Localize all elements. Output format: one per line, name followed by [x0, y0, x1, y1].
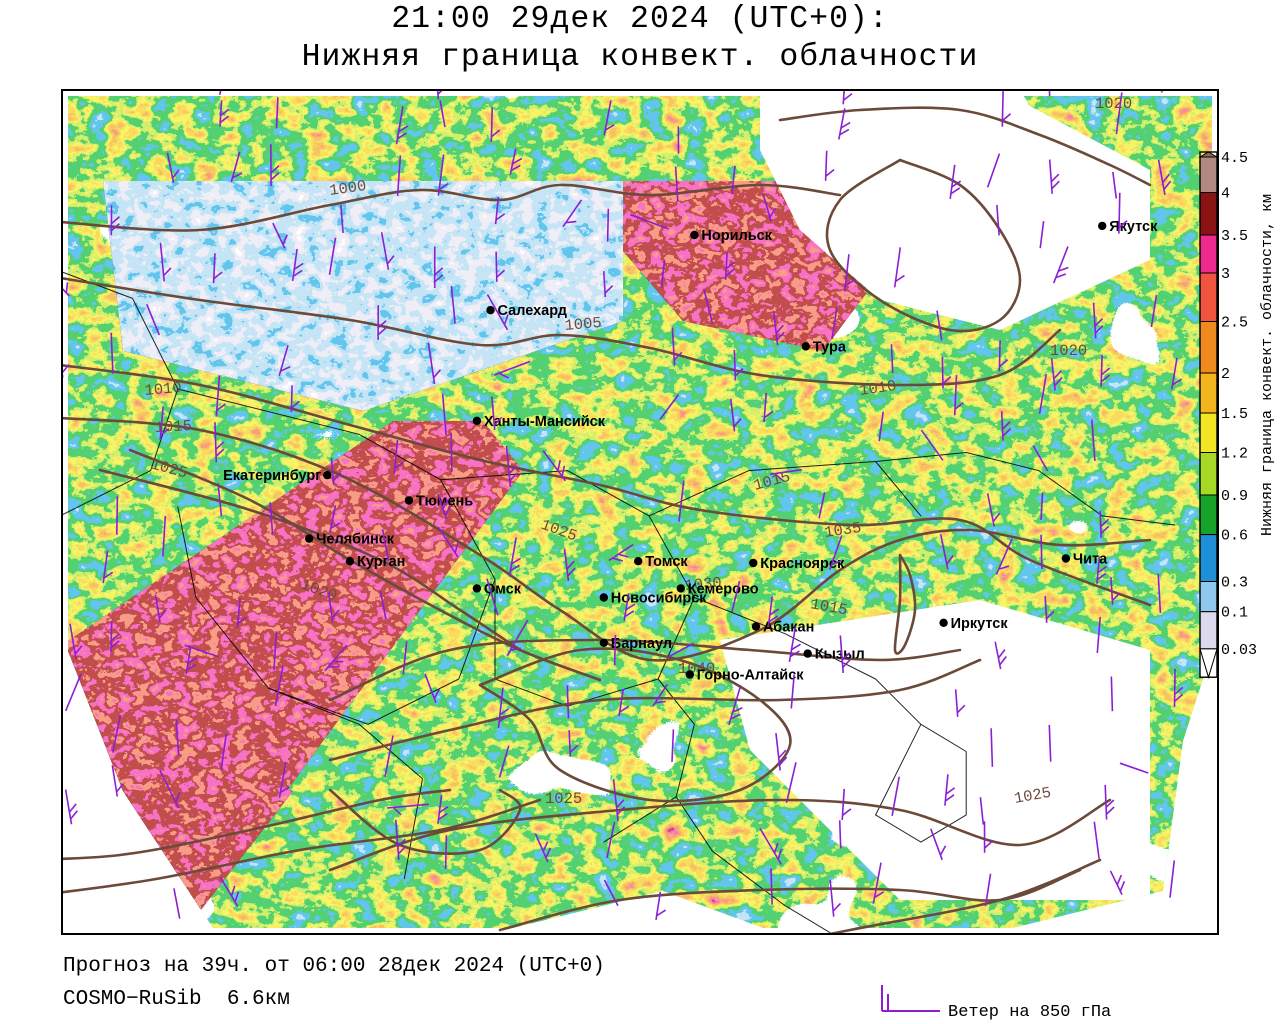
svg-text:2: 2: [1221, 366, 1230, 383]
svg-text:Тура: Тура: [813, 339, 847, 355]
svg-text:Екатеринбург: Екатеринбург: [223, 468, 321, 484]
svg-text:Кемерово: Кемерово: [688, 581, 759, 597]
svg-text:0.6: 0.6: [1221, 528, 1248, 545]
svg-text:Горно-Алтайск: Горно-Алтайск: [697, 668, 804, 684]
svg-text:1010: 1010: [144, 379, 183, 400]
svg-text:0.03: 0.03: [1221, 642, 1257, 659]
svg-text:Якутск: Якутск: [1109, 219, 1158, 235]
svg-text:Иркутск: Иркутск: [951, 616, 1009, 632]
svg-text:Ханты-Мансийск: Ханты-Мансийск: [484, 414, 606, 430]
svg-text:4: 4: [1221, 186, 1230, 203]
svg-text:2.5: 2.5: [1221, 315, 1248, 332]
svg-text:1025: 1025: [545, 790, 582, 808]
svg-text:0.9: 0.9: [1221, 488, 1248, 505]
svg-text:Кызыл: Кызыл: [815, 647, 865, 663]
svg-text:0.1: 0.1: [1221, 605, 1248, 622]
svg-text:1020: 1020: [1095, 95, 1132, 113]
svg-text:Абакан: Абакан: [763, 620, 814, 636]
svg-text:Томск: Томск: [645, 554, 688, 570]
svg-text:Барнаул: Барнаул: [611, 636, 672, 652]
svg-text:3.5: 3.5: [1221, 228, 1248, 245]
svg-text:1020: 1020: [1050, 342, 1087, 360]
svg-text:Курган: Курган: [357, 554, 405, 570]
svg-text:0.3: 0.3: [1221, 575, 1248, 592]
svg-text:Норильск: Норильск: [701, 228, 772, 244]
svg-text:3: 3: [1221, 266, 1230, 283]
svg-text:Нижняя граница конвект. облачн: Нижняя граница конвект. облачности, км: [1259, 194, 1276, 536]
svg-text:Чита: Чита: [1073, 552, 1108, 568]
svg-text:4.5: 4.5: [1221, 150, 1248, 167]
svg-text:1.5: 1.5: [1221, 406, 1248, 423]
svg-text:1005: 1005: [564, 314, 603, 335]
svg-text:1.2: 1.2: [1221, 446, 1248, 463]
svg-text:Ветер на 850 гПа: Ветер на 850 гПа: [948, 1003, 1111, 1021]
